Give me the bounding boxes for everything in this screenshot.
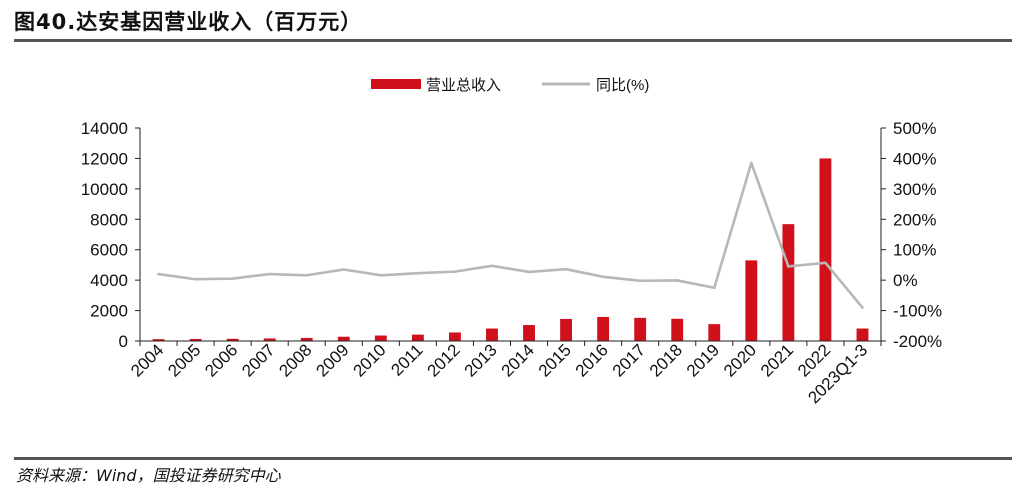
revenue-bar bbox=[374, 335, 387, 341]
revenue-bar bbox=[152, 339, 165, 341]
x-tick-label: 2018 bbox=[646, 340, 686, 380]
revenue-bar bbox=[597, 316, 610, 341]
yoy-point bbox=[787, 265, 790, 268]
x-tick-label: 2004 bbox=[127, 340, 167, 380]
revenue-bar bbox=[300, 337, 313, 341]
revenue-bar bbox=[189, 338, 202, 341]
x-tick-label: 2014 bbox=[498, 340, 538, 380]
revenue-bar bbox=[411, 334, 424, 341]
yoy-point bbox=[416, 271, 420, 275]
title-rule bbox=[14, 39, 1012, 42]
revenue-bar bbox=[745, 260, 758, 341]
revenue-bar bbox=[523, 325, 535, 341]
x-tick-label: 2020 bbox=[720, 340, 760, 380]
chart-legend: 营业总收入 同比(%) bbox=[371, 77, 649, 94]
yoy-point bbox=[379, 273, 383, 277]
right-tick-label: 0% bbox=[893, 271, 918, 290]
source-note: 资料来源：Wind，国投证券研究中心 bbox=[16, 466, 281, 485]
revenue-bar bbox=[671, 318, 684, 341]
x-tick-label: 2021 bbox=[757, 340, 797, 380]
right-tick-label: -200% bbox=[893, 332, 942, 351]
left-tick-label: 8000 bbox=[90, 210, 128, 229]
yoy-point bbox=[750, 161, 753, 165]
left-tick-label: 10000 bbox=[81, 180, 128, 199]
revenue-bar bbox=[263, 338, 276, 341]
left-tick-label: 4000 bbox=[90, 271, 128, 290]
right-tick-label: -100% bbox=[893, 302, 942, 321]
right-tick-label: 100% bbox=[893, 241, 936, 260]
x-axis: 2004200520062007200820092010201120122013… bbox=[127, 340, 882, 407]
yoy-point bbox=[194, 277, 197, 281]
yoy-point bbox=[527, 270, 531, 274]
legend-bar-label: 营业总收入 bbox=[426, 77, 501, 94]
yoy-growth-line bbox=[158, 161, 864, 309]
bar-series bbox=[152, 158, 869, 341]
x-tick-label: 2013 bbox=[461, 340, 501, 380]
right-tick-label: 400% bbox=[893, 149, 936, 168]
source-rule bbox=[14, 457, 1012, 460]
revenue-bar bbox=[226, 338, 239, 341]
x-tick-label: 2009 bbox=[312, 340, 352, 380]
yoy-point bbox=[564, 267, 568, 271]
yoy-point bbox=[453, 270, 457, 273]
left-tick-label: 0 bbox=[119, 332, 128, 351]
revenue-bar bbox=[819, 158, 832, 341]
right-tick-label: 300% bbox=[893, 180, 936, 199]
x-tick-label: 2012 bbox=[424, 340, 464, 380]
yoy-point bbox=[305, 273, 309, 277]
revenue-bar bbox=[708, 324, 721, 341]
revenue-bar bbox=[486, 328, 498, 341]
yoy-point bbox=[824, 261, 827, 265]
x-tick-label: 2016 bbox=[572, 340, 612, 380]
yoy-point bbox=[861, 306, 864, 309]
revenue-bar bbox=[337, 336, 350, 341]
yoy-point bbox=[157, 272, 160, 276]
yoy-point bbox=[231, 277, 234, 280]
revenue-chart: 营业总收入 同比(%) 0 2000 4000 6000 8000 10000 12000 14… bbox=[81, 77, 942, 407]
revenue-bar bbox=[634, 317, 647, 341]
figure-title: 图40.达安基因营业收入（百万元） bbox=[14, 10, 363, 34]
legend-line-label: 同比(%) bbox=[596, 77, 649, 94]
yoy-point bbox=[601, 275, 605, 279]
x-tick-label: 2007 bbox=[238, 340, 278, 380]
revenue-bar bbox=[782, 224, 795, 341]
legend-bar-swatch bbox=[371, 79, 421, 89]
x-tick-label: 2011 bbox=[387, 340, 426, 379]
yoy-point bbox=[712, 286, 716, 290]
x-tick-label: 2019 bbox=[683, 340, 723, 380]
yoy-point bbox=[268, 272, 271, 276]
yoy-point bbox=[638, 279, 642, 283]
x-tick-label: 2006 bbox=[201, 340, 241, 380]
x-tick-label: 2015 bbox=[535, 340, 575, 380]
revenue-bar bbox=[560, 318, 573, 341]
revenue-bar bbox=[448, 332, 461, 341]
x-tick-label: 2005 bbox=[164, 340, 204, 380]
right-axis: -200% -100% 0% 100% 200% 300% 400% 500% bbox=[880, 119, 942, 351]
revenue-bar bbox=[856, 328, 869, 341]
left-axis: 0 2000 4000 6000 8000 10000 12000 14000 bbox=[81, 119, 141, 351]
yoy-point bbox=[342, 268, 346, 271]
x-tick-label: 2010 bbox=[349, 340, 389, 380]
right-tick-label: 500% bbox=[893, 119, 936, 138]
yoy-point bbox=[490, 264, 494, 268]
line-series bbox=[157, 161, 864, 309]
left-tick-label: 6000 bbox=[90, 241, 128, 260]
left-tick-label: 2000 bbox=[90, 302, 128, 321]
x-tick-label: 2017 bbox=[609, 340, 649, 380]
left-tick-label: 14000 bbox=[81, 119, 128, 138]
x-tick-label: 2008 bbox=[275, 340, 315, 380]
yoy-point bbox=[675, 279, 679, 282]
left-tick-label: 12000 bbox=[81, 149, 128, 168]
right-tick-label: 200% bbox=[893, 210, 936, 229]
